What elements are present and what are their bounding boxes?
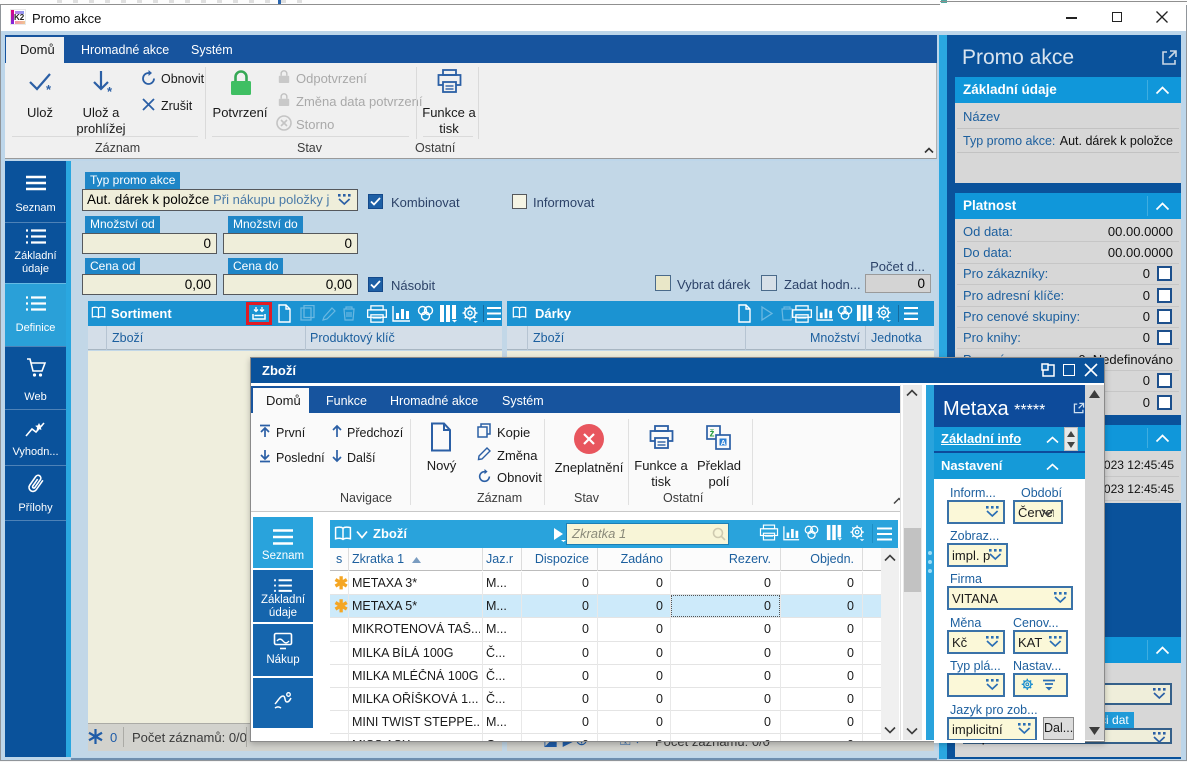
svg-text:*: * [107, 84, 113, 98]
svg-text:A: A [721, 440, 726, 447]
svg-text:*: * [46, 82, 52, 96]
svg-text:ž: ž [710, 429, 715, 440]
